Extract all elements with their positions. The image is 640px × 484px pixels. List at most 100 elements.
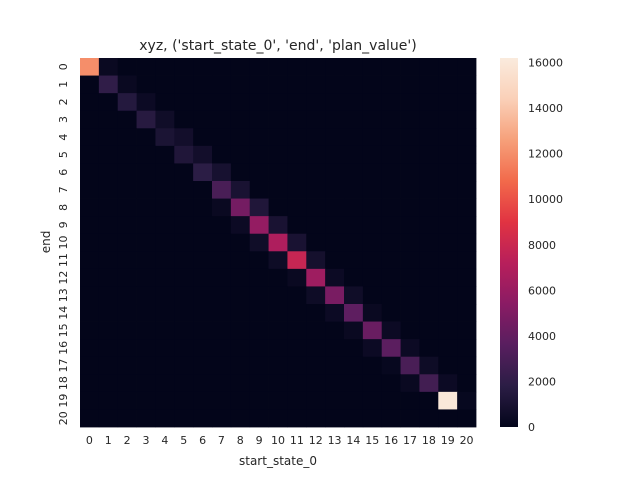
heatmap-cell <box>344 268 364 287</box>
heatmap-cell <box>400 286 420 305</box>
heatmap-cell <box>287 304 307 322</box>
heatmap-cell <box>344 286 364 305</box>
heatmap-cell <box>287 75 307 94</box>
heatmap-cell <box>419 268 439 287</box>
heatmap-cell <box>268 110 288 129</box>
heatmap-cell <box>174 75 194 94</box>
heatmap-cell <box>325 339 345 358</box>
heatmap-cell <box>268 163 288 182</box>
heatmap-cell <box>193 181 213 199</box>
heatmap-cell <box>381 339 401 358</box>
heatmap-cell <box>287 251 307 270</box>
heatmap-cell <box>136 93 156 112</box>
heatmap-cell <box>98 198 119 217</box>
heatmap-cell <box>193 286 213 305</box>
x-tick-label: 0 <box>86 434 93 447</box>
heatmap-cell <box>268 128 288 147</box>
heatmap-cell <box>193 251 213 270</box>
heatmap-cell <box>249 198 269 217</box>
x-axis-label: start_state_0 <box>239 454 317 468</box>
heatmap-cell <box>193 268 213 287</box>
heatmap-cell <box>268 374 288 393</box>
heatmap-cell <box>80 339 100 358</box>
heatmap-cell <box>230 216 251 235</box>
heatmap-cell <box>457 93 477 112</box>
heatmap-cell <box>98 58 119 76</box>
heatmap-cell <box>362 145 383 164</box>
heatmap-cell <box>98 93 119 112</box>
heatmap-cell <box>457 233 477 252</box>
heatmap-cell <box>249 58 269 76</box>
heatmap-cell <box>306 145 326 164</box>
heatmap-cell <box>117 75 137 94</box>
heatmap-cell <box>193 304 213 322</box>
heatmap-cell <box>438 128 458 147</box>
heatmap-cell <box>155 216 175 235</box>
heatmap-cell <box>268 409 288 428</box>
heatmap-cell <box>155 286 175 305</box>
heatmap-cell <box>381 58 401 76</box>
heatmap-cell <box>400 304 420 322</box>
heatmap-cell <box>212 198 232 217</box>
heatmap-cell <box>381 391 401 410</box>
heatmap-cell <box>174 304 194 322</box>
heatmap-cell <box>381 304 401 322</box>
heatmap-cell <box>193 321 213 340</box>
heatmap-cell <box>174 198 194 217</box>
heatmap-cell <box>230 145 251 164</box>
heatmap-cell <box>174 145 194 164</box>
heatmap-cell <box>381 198 401 217</box>
heatmap-cell <box>136 409 156 428</box>
heatmap-cell <box>136 58 156 76</box>
heatmap-cell <box>419 233 439 252</box>
heatmap-cell <box>117 391 137 410</box>
heatmap-cell <box>136 181 156 199</box>
heatmap-cell <box>80 233 100 252</box>
heatmap-cell <box>98 233 119 252</box>
heatmap-cell <box>325 374 345 393</box>
heatmap-cell <box>136 251 156 270</box>
heatmap-cell <box>362 216 383 235</box>
heatmap-cell <box>174 321 194 340</box>
x-tick-label: 16 <box>384 434 398 447</box>
heatmap-cell <box>457 163 477 182</box>
heatmap-cells <box>80 58 477 428</box>
heatmap-cell <box>212 356 232 375</box>
heatmap-cell <box>155 145 175 164</box>
heatmap-cell <box>249 286 269 305</box>
heatmap-cell <box>249 268 269 287</box>
heatmap-cell <box>212 391 232 410</box>
heatmap-cell <box>230 409 251 428</box>
heatmap-cell <box>287 339 307 358</box>
y-tick-label: 20 <box>57 411 70 425</box>
heatmap-cell <box>230 58 251 76</box>
heatmap-cell <box>98 181 119 199</box>
heatmap-cell <box>174 216 194 235</box>
heatmap-cell <box>419 356 439 375</box>
heatmap-cell <box>438 93 458 112</box>
y-tick-label: 12 <box>57 271 70 285</box>
heatmap-cell <box>249 145 269 164</box>
heatmap-cell <box>306 356 326 375</box>
heatmap-cell <box>174 251 194 270</box>
heatmap-cell <box>136 339 156 358</box>
heatmap-cell <box>287 374 307 393</box>
heatmap-cell <box>306 391 326 410</box>
heatmap-cell <box>117 286 137 305</box>
heatmap-cell <box>419 391 439 410</box>
y-tick-label: 7 <box>57 186 70 193</box>
heatmap-cell <box>117 58 137 76</box>
heatmap-cell <box>155 356 175 375</box>
heatmap-cell <box>325 321 345 340</box>
heatmap-cell <box>438 321 458 340</box>
heatmap-cell <box>98 128 119 147</box>
heatmap-cell <box>80 374 100 393</box>
heatmap-cell <box>306 409 326 428</box>
heatmap-cell <box>268 356 288 375</box>
heatmap-cell <box>306 233 326 252</box>
heatmap-cell <box>287 181 307 199</box>
y-tick-label: 14 <box>57 306 70 320</box>
y-tick-label: 1 <box>57 81 70 88</box>
heatmap-cell <box>362 75 383 94</box>
heatmap-cell <box>419 198 439 217</box>
